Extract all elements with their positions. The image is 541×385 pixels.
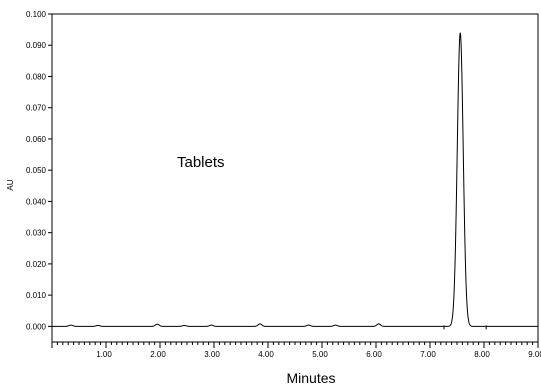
y-tick-label: 0.030 (26, 229, 47, 238)
x-tick-label: 6.00 (366, 350, 382, 359)
plot-frame (51, 13, 539, 343)
y-tick-label: 0.010 (26, 291, 47, 300)
x-tick-label: 3.00 (204, 350, 220, 359)
y-tick-label: 0.090 (26, 41, 47, 50)
x-tick-label: 2.00 (150, 350, 166, 359)
y-tick-label: 0.040 (26, 197, 47, 206)
x-tick-label: 1.00 (96, 350, 112, 359)
y-axis-title: AU (6, 179, 15, 190)
x-axis-title: Minutes (286, 370, 335, 385)
x-tick-label: 7.00 (420, 350, 436, 359)
y-tick-label: 0.060 (26, 135, 47, 144)
x-tick-label: 4.00 (258, 350, 274, 359)
integration-markers (443, 325, 487, 330)
y-tick-label: 0.100 (26, 10, 47, 19)
y-tick-label: 0.050 (26, 166, 47, 175)
x-axis-ticks: 1.00 2.00 3.00 4.00 5.00 6.00 7.00 8.00 9.00 (51, 342, 541, 359)
y-axis-ticks: 0.000 0.010 0.020 0.030 0.040 0.050 0.060 0.070… (26, 10, 52, 331)
x-tick-label: 8.00 (474, 350, 490, 359)
y-tick-label: 0.020 (26, 260, 47, 269)
y-tick-label: 0.000 (26, 322, 47, 331)
annotation-tablets: Tablets (177, 154, 225, 171)
chromatogram-trace (52, 32, 538, 327)
y-tick-label: 0.080 (26, 72, 47, 81)
y-tick-label: 0.070 (26, 104, 47, 113)
x-tick-label: 9.00 (528, 350, 541, 359)
x-tick-label: 5.00 (312, 350, 328, 359)
